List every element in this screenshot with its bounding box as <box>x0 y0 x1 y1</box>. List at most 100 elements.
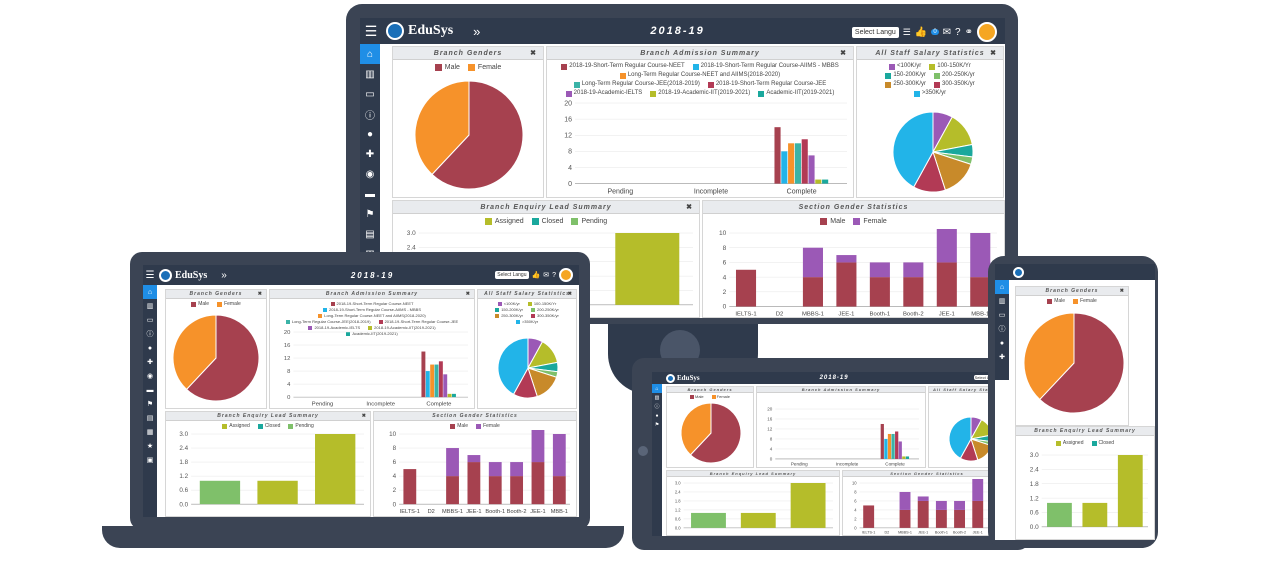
bar[interactable] <box>421 351 426 398</box>
book-icon[interactable]: ▦ <box>146 429 154 436</box>
bar[interactable] <box>917 500 929 528</box>
bar[interactable] <box>447 393 452 398</box>
bar[interactable] <box>954 509 966 528</box>
bar[interactable] <box>510 476 524 505</box>
bar[interactable] <box>801 139 808 184</box>
bar[interactable] <box>615 233 680 305</box>
bar[interactable] <box>735 269 757 307</box>
hamburger-icon[interactable]: ☰ <box>145 269 155 281</box>
bar[interactable] <box>467 462 481 505</box>
bar[interactable] <box>438 361 443 398</box>
close-icon[interactable]: ✖ <box>361 413 367 419</box>
bar[interactable] <box>788 143 795 184</box>
bar[interactable] <box>869 277 890 307</box>
pie-slice[interactable] <box>172 314 217 391</box>
home-icon[interactable]: ⌂ <box>995 280 1009 294</box>
pie-slice[interactable] <box>1023 312 1075 401</box>
add-user-icon[interactable]: ✚ <box>365 148 375 160</box>
avatar[interactable] <box>977 22 997 42</box>
bar[interactable] <box>887 433 892 459</box>
bar[interactable] <box>257 480 298 505</box>
bar[interactable] <box>895 431 899 459</box>
bar[interactable] <box>836 255 857 263</box>
bar[interactable] <box>836 262 857 307</box>
bar[interactable] <box>1117 455 1143 527</box>
bank-icon[interactable]: ▥ <box>998 298 1006 305</box>
bar[interactable] <box>802 277 823 307</box>
user-icon[interactable]: ● <box>655 412 659 419</box>
link-icon[interactable]: ⚭ <box>964 26 973 38</box>
bar[interactable] <box>403 469 417 505</box>
close-icon[interactable]: ✖ <box>1119 288 1125 294</box>
bank-icon[interactable]: ▥ <box>365 68 375 80</box>
bar[interactable] <box>898 441 902 459</box>
bar[interactable] <box>740 512 776 528</box>
home-icon[interactable]: ⌂ <box>360 44 380 64</box>
pie-slice[interactable] <box>680 402 712 456</box>
info-icon[interactable]: ⓘ <box>146 331 154 338</box>
close-icon[interactable]: ✖ <box>840 50 847 57</box>
user-icon[interactable]: ● <box>999 339 1005 347</box>
add-user-icon[interactable]: ✚ <box>999 354 1005 361</box>
home-icon[interactable]: ⌂ <box>652 384 662 393</box>
bar[interactable] <box>802 247 823 278</box>
bar[interactable] <box>880 423 884 459</box>
like-icon[interactable]: 👍 <box>914 26 928 38</box>
bar[interactable] <box>531 430 545 463</box>
pie-slice[interactable] <box>1039 312 1125 414</box>
close-icon[interactable]: ✖ <box>686 204 693 211</box>
bar[interactable] <box>531 462 545 505</box>
info-icon[interactable]: ⓘ <box>998 326 1006 333</box>
bar[interactable] <box>972 500 984 528</box>
collapse-icon[interactable]: » <box>221 269 227 281</box>
bar[interactable] <box>970 233 991 278</box>
bar[interactable] <box>899 509 911 528</box>
close-icon[interactable]: ✖ <box>465 291 471 297</box>
bar[interactable] <box>936 229 957 263</box>
card-icon[interactable]: ▬ <box>146 386 154 394</box>
add-user-icon[interactable]: ✚ <box>147 359 153 366</box>
bar[interactable] <box>510 462 524 477</box>
language-select[interactable]: Select Langu <box>851 26 899 38</box>
document-icon[interactable]: ▤ <box>365 228 375 240</box>
bar[interactable] <box>972 479 984 501</box>
print-icon[interactable]: ▣ <box>146 457 154 464</box>
avatar[interactable] <box>559 268 573 282</box>
bar[interactable] <box>917 496 929 501</box>
bar[interactable] <box>451 393 456 398</box>
pie-slice[interactable] <box>892 111 934 188</box>
bar[interactable] <box>774 127 781 184</box>
bar[interactable] <box>903 277 924 307</box>
close-icon[interactable]: ✖ <box>530 50 537 57</box>
star-icon[interactable]: ★ <box>146 443 154 450</box>
bar[interactable] <box>552 476 566 505</box>
bar[interactable] <box>905 456 910 459</box>
bank-icon[interactable]: ▥ <box>146 303 154 310</box>
bar[interactable] <box>443 374 448 398</box>
bar[interactable] <box>199 480 241 505</box>
bar[interactable] <box>808 155 815 184</box>
bar[interactable] <box>790 483 826 528</box>
flag-icon[interactable]: ⚑ <box>146 401 154 408</box>
pie-slice[interactable] <box>185 314 260 402</box>
pie-slice[interactable] <box>431 80 524 190</box>
collapse-icon[interactable]: » <box>473 23 481 39</box>
card-icon[interactable]: ▬ <box>365 188 375 200</box>
bar[interactable] <box>315 434 356 505</box>
user-icon[interactable]: ● <box>147 344 153 352</box>
mail-icon[interactable]: ✉ <box>543 272 550 279</box>
bar[interactable] <box>552 434 566 477</box>
bar[interactable] <box>434 364 439 398</box>
bar[interactable] <box>446 448 459 477</box>
bar[interactable] <box>884 438 888 459</box>
pie-slice[interactable] <box>948 416 972 459</box>
bar[interactable] <box>781 151 788 184</box>
bar[interactable] <box>869 262 890 278</box>
bar[interactable] <box>794 143 801 184</box>
bar[interactable] <box>430 364 435 398</box>
user-icon[interactable]: ● <box>366 128 374 140</box>
mail-icon[interactable]: ✉ <box>942 26 952 38</box>
help-icon[interactable]: ? <box>955 26 961 38</box>
bar[interactable] <box>936 262 957 307</box>
flag-icon[interactable]: ⚑ <box>365 208 375 220</box>
